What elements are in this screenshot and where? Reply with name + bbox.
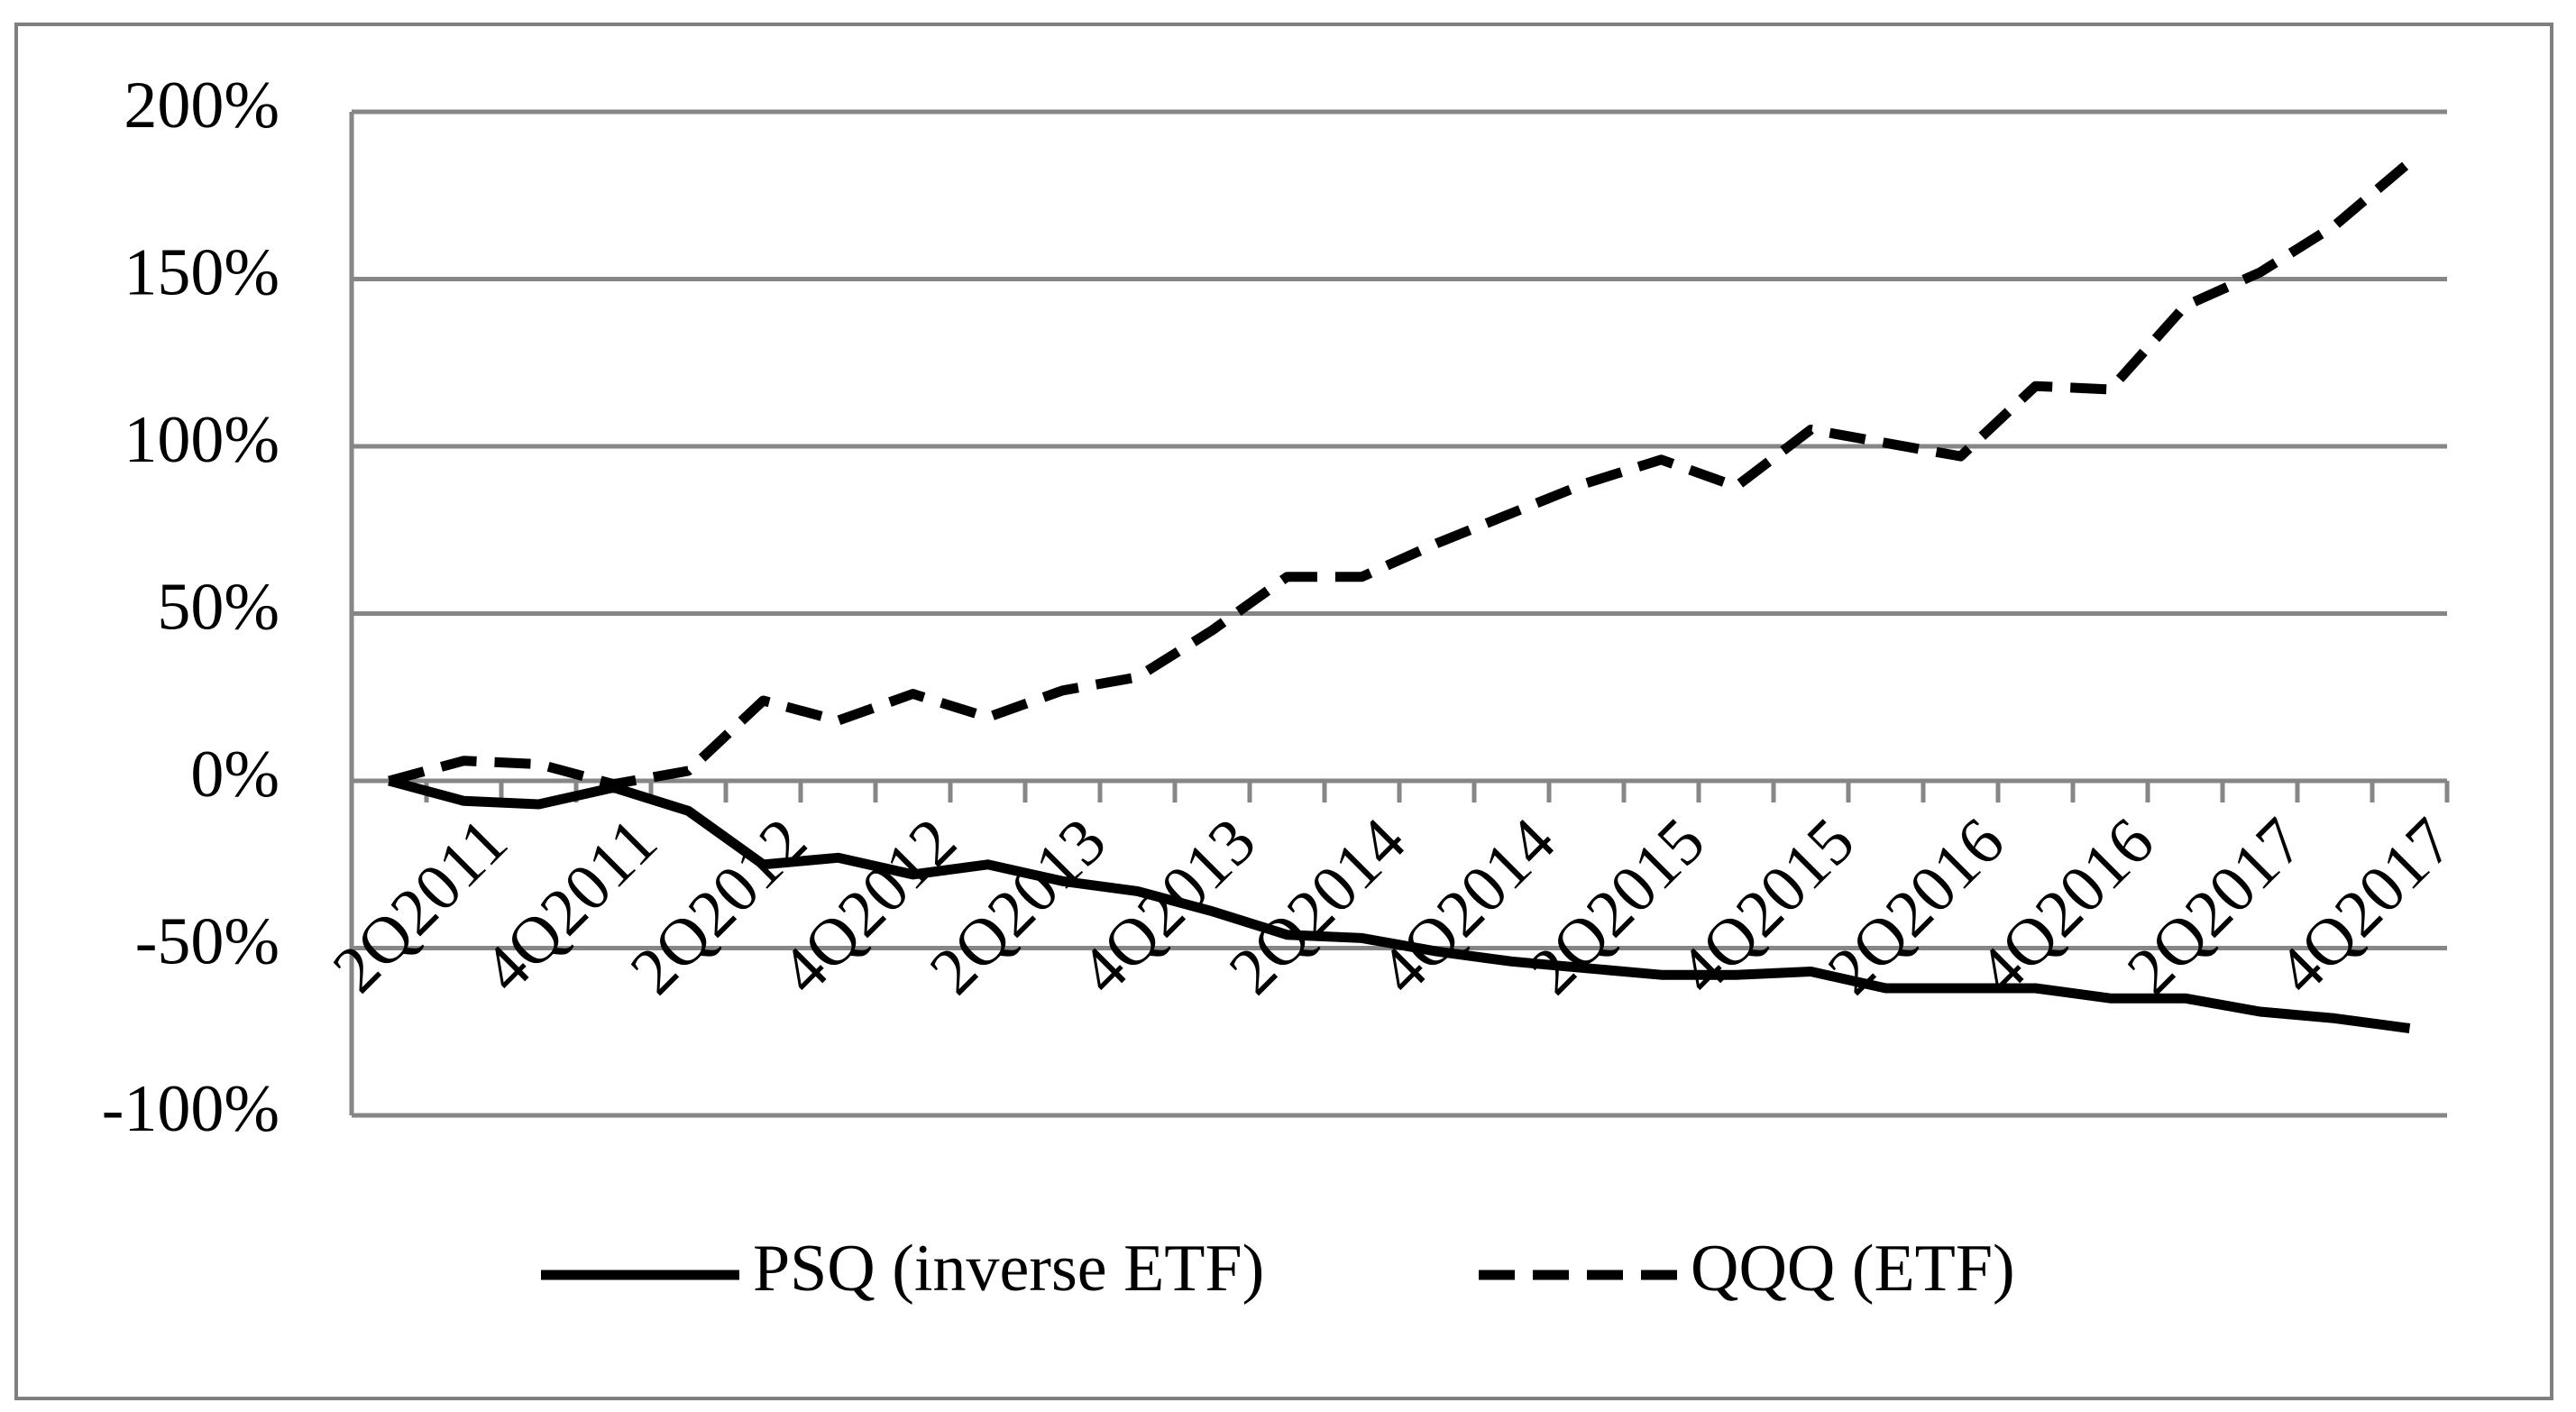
series-line	[388, 775, 2411, 1033]
y-tick-label: -50%	[135, 904, 280, 978]
y-tick-label: 100%	[124, 403, 280, 477]
y-tick-label: -100%	[102, 1072, 280, 1146]
y-tick-label: 200%	[124, 69, 280, 142]
chart-border	[14, 23, 2553, 1400]
series-line	[388, 158, 2414, 790]
y-tick-label: 150%	[124, 235, 280, 309]
legend-label: QQQ (ETF)	[1691, 1232, 2015, 1306]
y-tick-label: 50%	[157, 570, 280, 644]
y-tick-label: 0%	[190, 738, 280, 811]
legend-label: PSQ (inverse ETF)	[753, 1232, 1264, 1306]
